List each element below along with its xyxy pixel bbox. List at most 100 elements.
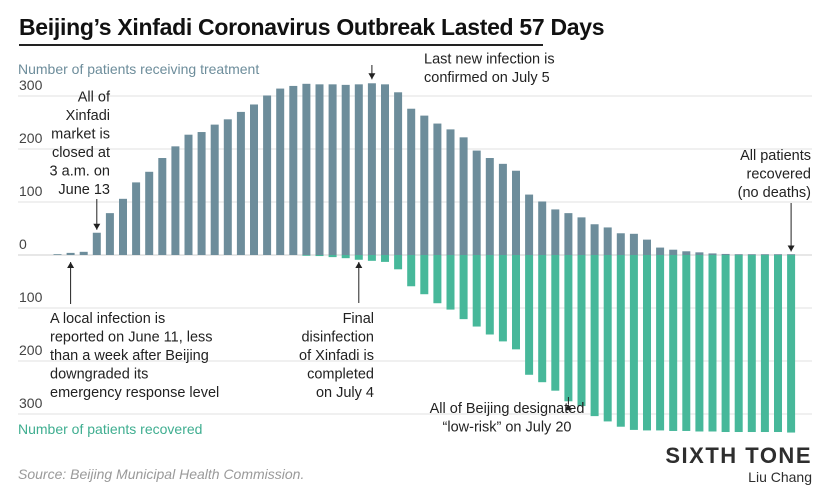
source-note: Source: Beijing Municipal Health Commiss…	[18, 466, 305, 482]
recovered-bar	[420, 255, 429, 295]
treatment-bar	[551, 209, 560, 255]
annotation-line: 3 a.m. on	[50, 164, 110, 180]
treatment-bar	[236, 111, 245, 256]
recovered-bar	[760, 255, 769, 433]
annotation-line: “low-risk” on July 20	[443, 420, 572, 436]
treatment-bar	[708, 253, 717, 255]
recovered-bar	[525, 255, 534, 375]
treatment-bar	[656, 247, 665, 255]
annotation-line: recovered	[747, 167, 811, 183]
treatment-bar	[629, 233, 638, 255]
treatment-bar	[669, 249, 678, 255]
recovered-bar	[407, 255, 416, 287]
treatment-bar	[459, 137, 468, 255]
treatment-bar	[315, 84, 324, 255]
treatment-bar	[446, 129, 455, 255]
recovered-bar	[682, 255, 691, 431]
annotation-line: (no deaths)	[738, 185, 811, 201]
treatment-bar	[498, 163, 507, 255]
treatment-bar	[263, 95, 272, 255]
treatment-bar	[538, 201, 547, 255]
treatment-bar	[721, 253, 730, 255]
recovered-bar	[577, 255, 586, 407]
annotation-text: Last new infection is confirmed on July 5	[424, 52, 555, 87]
treatment-bar	[433, 123, 442, 255]
recovered-bar	[459, 255, 468, 320]
chart-title: Beijing’s Xinfadi Coronavirus Outbreak L…	[19, 14, 605, 40]
y-axis-label-treatment: Number of patients receiving treatment	[18, 61, 259, 77]
recovered-bar	[354, 255, 363, 260]
treatment-bar	[119, 198, 127, 255]
recovered-bar	[446, 255, 455, 310]
treatment-bar	[276, 88, 285, 255]
annotation-line: All patients	[740, 148, 811, 164]
recovered-bar	[774, 255, 782, 433]
recovered-bar	[708, 255, 717, 432]
treatment-bar	[289, 85, 298, 256]
annotation-text: A local infection is reported on June 11,…	[50, 311, 219, 401]
treatment-bar	[695, 252, 704, 255]
annotation-arrowhead	[67, 262, 75, 268]
recovered-bar	[315, 255, 324, 257]
treatment-bar	[354, 84, 363, 255]
annotation-line: on July 4	[316, 385, 374, 401]
annotation-line: than a week after Beijing	[50, 348, 209, 364]
annotation-line: emergency response level	[50, 385, 219, 401]
recovered-bar	[538, 255, 547, 383]
recovered-bar	[498, 255, 507, 342]
treatment-bar	[328, 84, 337, 255]
treatment-bar	[184, 134, 193, 255]
annotation-line: disinfection	[301, 330, 374, 346]
annotation-text: All patients recovered (no deaths)	[738, 148, 811, 201]
recovered-bar	[629, 255, 638, 430]
recovered-bar	[381, 255, 389, 262]
annotation-line: Final	[343, 311, 374, 327]
recovered-bar	[643, 255, 651, 431]
treatment-bar	[525, 194, 534, 255]
treatment-bar	[381, 84, 389, 255]
annotation-arrowhead	[93, 223, 101, 230]
treatment-bar	[341, 84, 350, 256]
y-tick-labels: 300 200 100 0 100 200 300	[19, 77, 43, 411]
treatment-bar	[92, 232, 101, 255]
annotation-line: June 13	[58, 182, 110, 198]
annotation-line: Xinfadi	[66, 108, 110, 124]
annotation-line: All of Beijing designated	[430, 401, 585, 417]
treatment-bar	[53, 254, 62, 255]
treatment-bar	[564, 213, 573, 255]
annotation-text: All of Xinfadi market is closed at 3 a.m. on…	[50, 90, 111, 199]
treatment-bar	[485, 158, 494, 255]
recovered-bar	[603, 255, 612, 422]
annotation-text: All of Beijing designated “low-risk” on J…	[430, 401, 585, 436]
treatment-bar	[787, 254, 796, 255]
y-tick-label: 200	[19, 342, 43, 358]
recovered-bar	[394, 255, 403, 270]
annotation-line: market is	[51, 127, 110, 143]
treatment-bar	[66, 252, 75, 255]
treatment-bar	[79, 251, 88, 255]
treatment-bar	[603, 227, 612, 255]
y-tick-label: 0	[19, 236, 27, 252]
recovered-bar	[787, 255, 796, 433]
treatment-bar	[407, 108, 416, 255]
recovered-bar	[328, 255, 337, 258]
recovered-bar	[485, 255, 494, 335]
treatment-bar	[747, 254, 756, 255]
recovered-bar	[734, 255, 743, 433]
treatment-bar	[682, 251, 691, 255]
treatment-bar	[590, 224, 599, 255]
treatment-bar	[577, 217, 586, 255]
annotation-line: completed	[307, 367, 374, 383]
recovered-bar	[512, 255, 520, 350]
annotation-line: of Xinfadi is	[299, 348, 374, 364]
recovered-bar	[747, 255, 756, 433]
annotation-line: reported on June 11, less	[50, 330, 213, 346]
treatment-bar	[734, 254, 743, 255]
recovered-bar	[695, 255, 704, 432]
y-tick-label: 100	[19, 289, 43, 305]
recovered-bar	[656, 255, 665, 431]
treatment-bar	[197, 132, 206, 255]
brand-logo: SIXTH TONE	[665, 443, 812, 468]
treatment-bar	[250, 104, 258, 255]
treatment-bar	[774, 254, 782, 255]
